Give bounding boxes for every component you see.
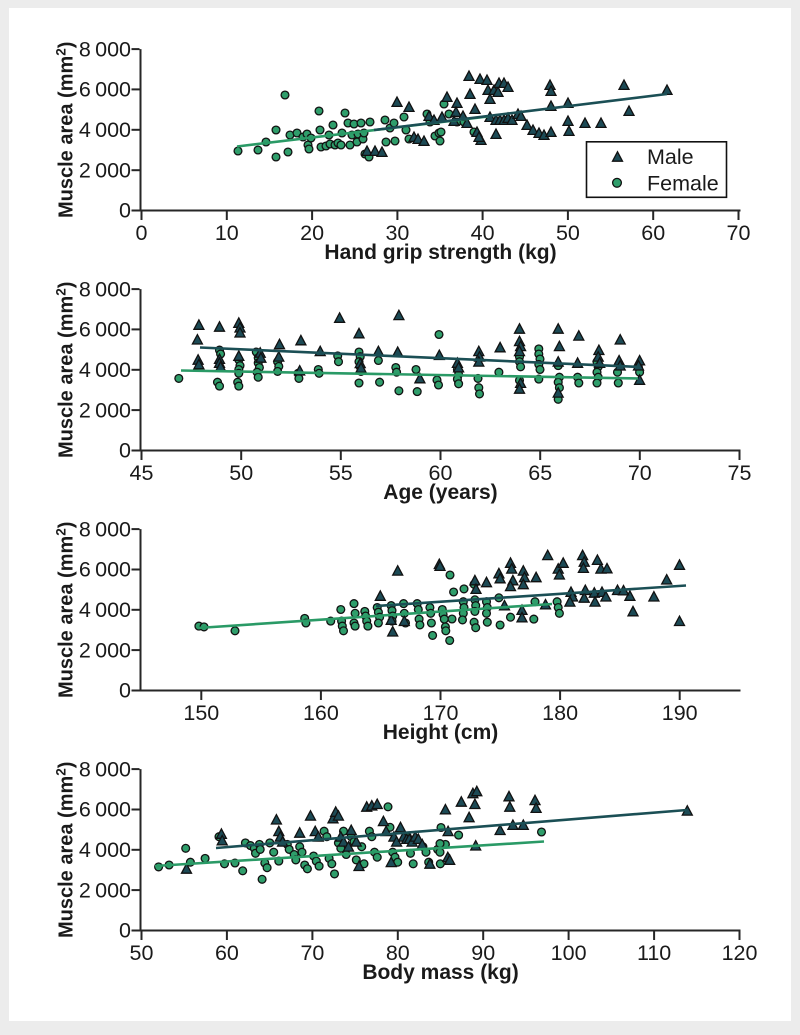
svg-text:55: 55 xyxy=(329,461,353,485)
svg-text:6 000: 6 000 xyxy=(79,558,131,582)
svg-text:170: 170 xyxy=(423,701,459,725)
svg-text:4 000: 4 000 xyxy=(79,358,131,382)
svg-text:75: 75 xyxy=(728,461,752,485)
svg-text:70: 70 xyxy=(727,221,751,245)
svg-text:6 000: 6 000 xyxy=(79,318,131,342)
svg-text:0: 0 xyxy=(119,679,131,703)
svg-text:Muscle area (mm2): Muscle area (mm2) xyxy=(54,762,78,938)
svg-text:4 000: 4 000 xyxy=(79,838,131,862)
svg-text:6 000: 6 000 xyxy=(79,78,131,102)
svg-text:180: 180 xyxy=(542,701,578,725)
svg-text:Body mass (kg): Body mass (kg) xyxy=(362,961,518,984)
svg-text:Hand grip strength (kg): Hand grip strength (kg) xyxy=(324,241,556,264)
svg-text:Muscle area (mm2): Muscle area (mm2) xyxy=(54,282,78,458)
svg-text:0: 0 xyxy=(136,221,148,245)
svg-text:70: 70 xyxy=(300,941,324,965)
svg-text:Age (years): Age (years) xyxy=(383,481,497,504)
svg-text:8 000: 8 000 xyxy=(79,277,131,301)
svg-text:160: 160 xyxy=(303,701,339,725)
svg-text:0: 0 xyxy=(119,919,131,943)
svg-text:120: 120 xyxy=(722,941,758,965)
svg-text:8 000: 8 000 xyxy=(79,757,131,781)
svg-text:50: 50 xyxy=(229,461,253,485)
svg-text:60: 60 xyxy=(429,461,453,485)
svg-text:6 000: 6 000 xyxy=(79,798,131,822)
svg-text:2 000: 2 000 xyxy=(79,398,131,422)
svg-text:Muscle area (mm2): Muscle area (mm2) xyxy=(54,522,78,698)
svg-text:190: 190 xyxy=(662,701,698,725)
svg-text:90: 90 xyxy=(471,941,495,965)
svg-text:50: 50 xyxy=(556,221,580,245)
svg-text:100: 100 xyxy=(551,941,587,965)
svg-text:60: 60 xyxy=(641,221,665,245)
svg-text:2 000: 2 000 xyxy=(79,878,131,902)
svg-text:Height (cm): Height (cm) xyxy=(383,721,499,744)
svg-text:0: 0 xyxy=(119,439,131,463)
svg-text:70: 70 xyxy=(628,461,652,485)
svg-text:60: 60 xyxy=(215,941,239,965)
svg-text:40: 40 xyxy=(471,221,495,245)
svg-text:Female: Female xyxy=(647,172,719,196)
svg-text:20: 20 xyxy=(300,221,324,245)
svg-text:110: 110 xyxy=(637,941,671,965)
svg-text:150: 150 xyxy=(183,701,219,725)
svg-text:8 000: 8 000 xyxy=(79,37,131,61)
svg-text:50: 50 xyxy=(130,941,154,965)
svg-text:4 000: 4 000 xyxy=(79,598,131,622)
svg-text:2 000: 2 000 xyxy=(79,638,131,662)
svg-text:30: 30 xyxy=(385,221,409,245)
svg-text:65: 65 xyxy=(528,461,552,485)
svg-text:8 000: 8 000 xyxy=(79,517,131,541)
svg-text:10: 10 xyxy=(215,221,239,245)
svg-text:45: 45 xyxy=(130,461,154,485)
svg-text:2 000: 2 000 xyxy=(79,158,131,182)
svg-text:4 000: 4 000 xyxy=(79,118,131,142)
svg-text:Male: Male xyxy=(647,145,694,169)
svg-text:Muscle area (mm2): Muscle area (mm2) xyxy=(54,42,78,218)
svg-text:0: 0 xyxy=(119,199,131,223)
svg-text:80: 80 xyxy=(386,941,410,965)
